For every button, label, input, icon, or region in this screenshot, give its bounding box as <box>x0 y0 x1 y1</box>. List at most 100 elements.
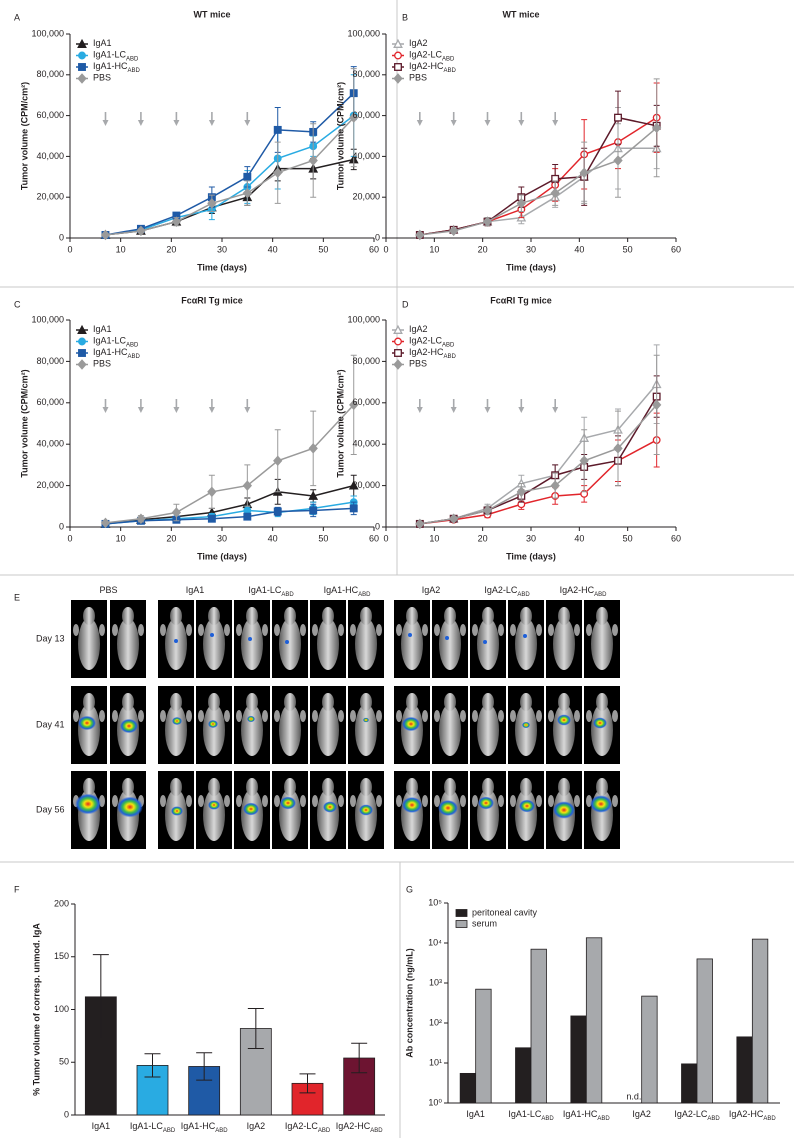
point <box>273 167 283 179</box>
y-tick-label: 100,000 <box>347 314 380 324</box>
x-tick-label: IgA2 <box>247 1121 266 1131</box>
legend-label-sub: ABD <box>128 68 141 74</box>
mouse-body <box>515 704 537 756</box>
mouse-body <box>241 618 263 670</box>
bar <box>515 1047 532 1104</box>
y-tick-label: 60,000 <box>352 110 380 120</box>
signal <box>247 715 255 723</box>
mouse-head <box>444 693 456 711</box>
mouse-head <box>558 778 570 796</box>
bar <box>570 1015 587 1104</box>
mouse-head <box>83 778 95 796</box>
signal <box>243 802 259 816</box>
mouse-head <box>360 607 372 625</box>
x-tick-label: 50 <box>623 533 633 543</box>
mouse-body <box>515 618 537 670</box>
mouse-body <box>477 704 499 756</box>
legend-label-main: PBS <box>409 359 427 369</box>
mouse-image <box>272 600 308 678</box>
error-bar <box>144 1053 161 1078</box>
mouse-arm <box>312 624 318 636</box>
x-tick-label: 60 <box>671 244 681 254</box>
signal <box>208 720 218 728</box>
mouse-arm <box>612 710 618 722</box>
mouse-arm <box>434 624 440 636</box>
legend-label: IgA1-HCABD <box>93 347 141 359</box>
legend-marker <box>394 337 402 346</box>
mouse-body <box>553 618 575 670</box>
x-tick-label-main: IgA2-HC <box>729 1109 764 1119</box>
row-label: Day 41 <box>36 719 65 729</box>
mouse-body <box>279 704 301 756</box>
mouse-arm <box>274 624 280 636</box>
mouse-head <box>482 778 494 796</box>
mouse-arm <box>574 795 580 807</box>
mouse-arm <box>396 795 402 807</box>
mouse-arm <box>300 795 306 807</box>
mouse-arm <box>586 710 592 722</box>
mouse-head <box>322 778 334 796</box>
legend-label-sub: ABD <box>442 342 455 348</box>
y-axis-label: Tumor volume (CPM/cm²) <box>19 82 29 190</box>
y-tick-label: 40,000 <box>36 439 64 449</box>
x-tick-label-sub: ABD <box>597 1116 610 1122</box>
legend-label-main: PBS <box>93 73 111 83</box>
x-tick-label: 60 <box>369 533 379 543</box>
mouse-arm <box>73 710 79 722</box>
mouse-body <box>591 618 613 670</box>
panel-label: D <box>402 299 409 309</box>
signal <box>323 801 337 813</box>
legend-label: peritoneal cavity <box>472 907 538 917</box>
treatment-arrowhead <box>208 120 215 126</box>
mouse-arm <box>138 624 144 636</box>
panel-label: A <box>14 12 20 22</box>
point <box>309 506 318 515</box>
legend-label-main: IgA1-HC <box>93 61 128 71</box>
point <box>613 443 623 454</box>
y-axis-label: Tumor volume (CPM/cm²) <box>335 369 345 477</box>
x-tick-label: 0 <box>383 244 388 254</box>
mouse-image <box>110 771 146 849</box>
signal <box>285 640 289 644</box>
mouse-arm <box>300 624 306 636</box>
chart-title: FcαRI Tg mice <box>181 295 243 305</box>
point <box>550 480 560 491</box>
x-tick-label-main: IgA1 <box>92 1121 111 1131</box>
mouse-head <box>520 607 532 625</box>
y-tick-label: 100 <box>54 1004 69 1014</box>
mouse-image <box>158 771 194 849</box>
x-tick-label: 40 <box>574 533 584 543</box>
bar <box>585 937 603 1104</box>
group-label-main: IgA2-LC <box>484 585 518 595</box>
point <box>273 507 282 516</box>
panel-label: C <box>14 299 21 309</box>
point <box>100 229 111 241</box>
mouse-arm <box>548 624 554 636</box>
bar <box>696 958 713 1104</box>
mouse-head <box>444 778 456 796</box>
row-label: Day 56 <box>36 804 65 814</box>
legend-marker <box>393 359 403 370</box>
treatment-arrowhead <box>552 120 559 126</box>
x-tick-label-main: IgA2-LC <box>674 1109 708 1119</box>
mouse-image <box>196 686 232 764</box>
point <box>207 198 217 209</box>
signal <box>522 721 530 729</box>
error-bar <box>92 954 109 1040</box>
group-label-sub: ABD <box>594 592 607 598</box>
mouse-arm <box>548 710 554 722</box>
mouse-arm <box>498 710 504 722</box>
mouse-image <box>71 686 107 764</box>
mouse-body <box>439 618 461 670</box>
x-tick-label: 40 <box>268 244 278 254</box>
group-label: IgA1-HCABD <box>324 585 372 597</box>
signal <box>523 634 527 638</box>
mouse-body <box>317 789 339 841</box>
mouse-image <box>546 771 582 849</box>
legend-marker <box>394 51 402 60</box>
mouse-image <box>348 600 384 678</box>
y-tick-label: 100,000 <box>347 28 380 38</box>
group-label-sub: ABD <box>517 592 530 598</box>
point <box>308 490 319 500</box>
